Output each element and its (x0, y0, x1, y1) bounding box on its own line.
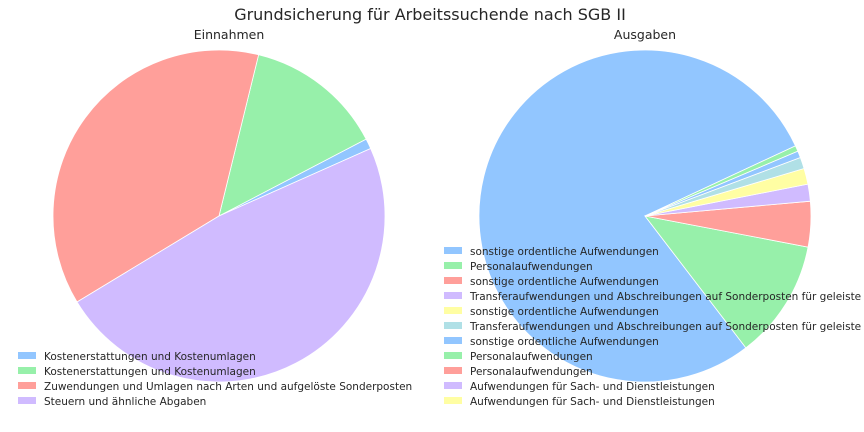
pie-chart-ausgaben: Ausgaben sonstige ordentliche Aufwendung… (444, 27, 861, 408)
legend-swatch-1-4 (444, 307, 462, 314)
pie-slice-0-3 (76, 147, 386, 383)
legend-swatch-1-10 (444, 397, 462, 404)
legend-label-1-10: Aufwendungen für Sach- und Dienstleistun… (470, 396, 715, 408)
pie-title-einnahmen: Einnahmen (194, 27, 265, 42)
pie-slice-0-1 (218, 54, 367, 217)
legend-swatch-1-5 (444, 322, 462, 329)
legend-label-0-1: Kostenerstattungen und Kostenumlagen (44, 366, 256, 378)
legend-label-1-4: sonstige ordentliche Aufwendungen (470, 306, 659, 318)
legend-swatch-0-3 (18, 397, 36, 404)
legend-swatch-1-0 (444, 247, 462, 254)
legend-swatch-0-2 (18, 382, 36, 389)
legend-label-1-1: Personalaufwendungen (470, 261, 593, 273)
pie-chart-einnahmen: Einnahmen Kostenerstattungen und Kostenu… (18, 27, 412, 408)
legend-label-1-0: sonstige ordentliche Aufwendungen (470, 246, 659, 258)
figure-title: Grundsicherung für Arbeitssuchende nach … (234, 5, 626, 24)
legend-label-1-9: Aufwendungen für Sach- und Dienstleistun… (470, 381, 715, 393)
legend-label-0-2: Zuwendungen und Umlagen nach Arten und a… (44, 381, 412, 393)
legend-ausgaben: sonstige ordentliche Aufwendungen Persona… (444, 246, 861, 408)
pie-slice-0-2 (52, 49, 260, 303)
legend-swatch-1-3 (444, 292, 462, 299)
legend-swatch-1-8 (444, 367, 462, 374)
pie-title-ausgaben: Ausgaben (614, 27, 676, 42)
legend-label-0-0: Kostenerstattungen und Kostenumlagen (44, 351, 256, 363)
legend-label-1-8: Personalaufwendungen (470, 366, 593, 378)
legend-label-1-2: sonstige ordentliche Aufwendungen (470, 276, 659, 288)
legend-label-1-6: sonstige ordentliche Aufwendungen (470, 336, 659, 348)
legend-label-1-5: Transferaufwendungen und Abschreibungen … (469, 321, 861, 333)
legend-label-0-3: Steuern und ähnliche Abgaben (44, 396, 206, 408)
pie-slice-1-0 (478, 49, 796, 383)
legend-swatch-1-9 (444, 382, 462, 389)
legend-swatch-1-1 (444, 262, 462, 269)
legend-swatch-0-1 (18, 367, 36, 374)
legend-swatch-0-0 (18, 352, 36, 359)
pie-slice-1-7 (644, 145, 799, 217)
legend-einnahmen: Kostenerstattungen und Kostenumlagen Kost… (18, 351, 412, 408)
legend-swatch-1-2 (444, 277, 462, 284)
pie-slice-1-1 (644, 215, 809, 349)
legend-swatch-1-6 (444, 337, 462, 344)
legend-swatch-1-7 (444, 352, 462, 359)
legend-label-1-7: Personalaufwendungen (470, 351, 593, 363)
legend-label-1-3: Transferaufwendungen und Abschreibungen … (469, 291, 861, 303)
